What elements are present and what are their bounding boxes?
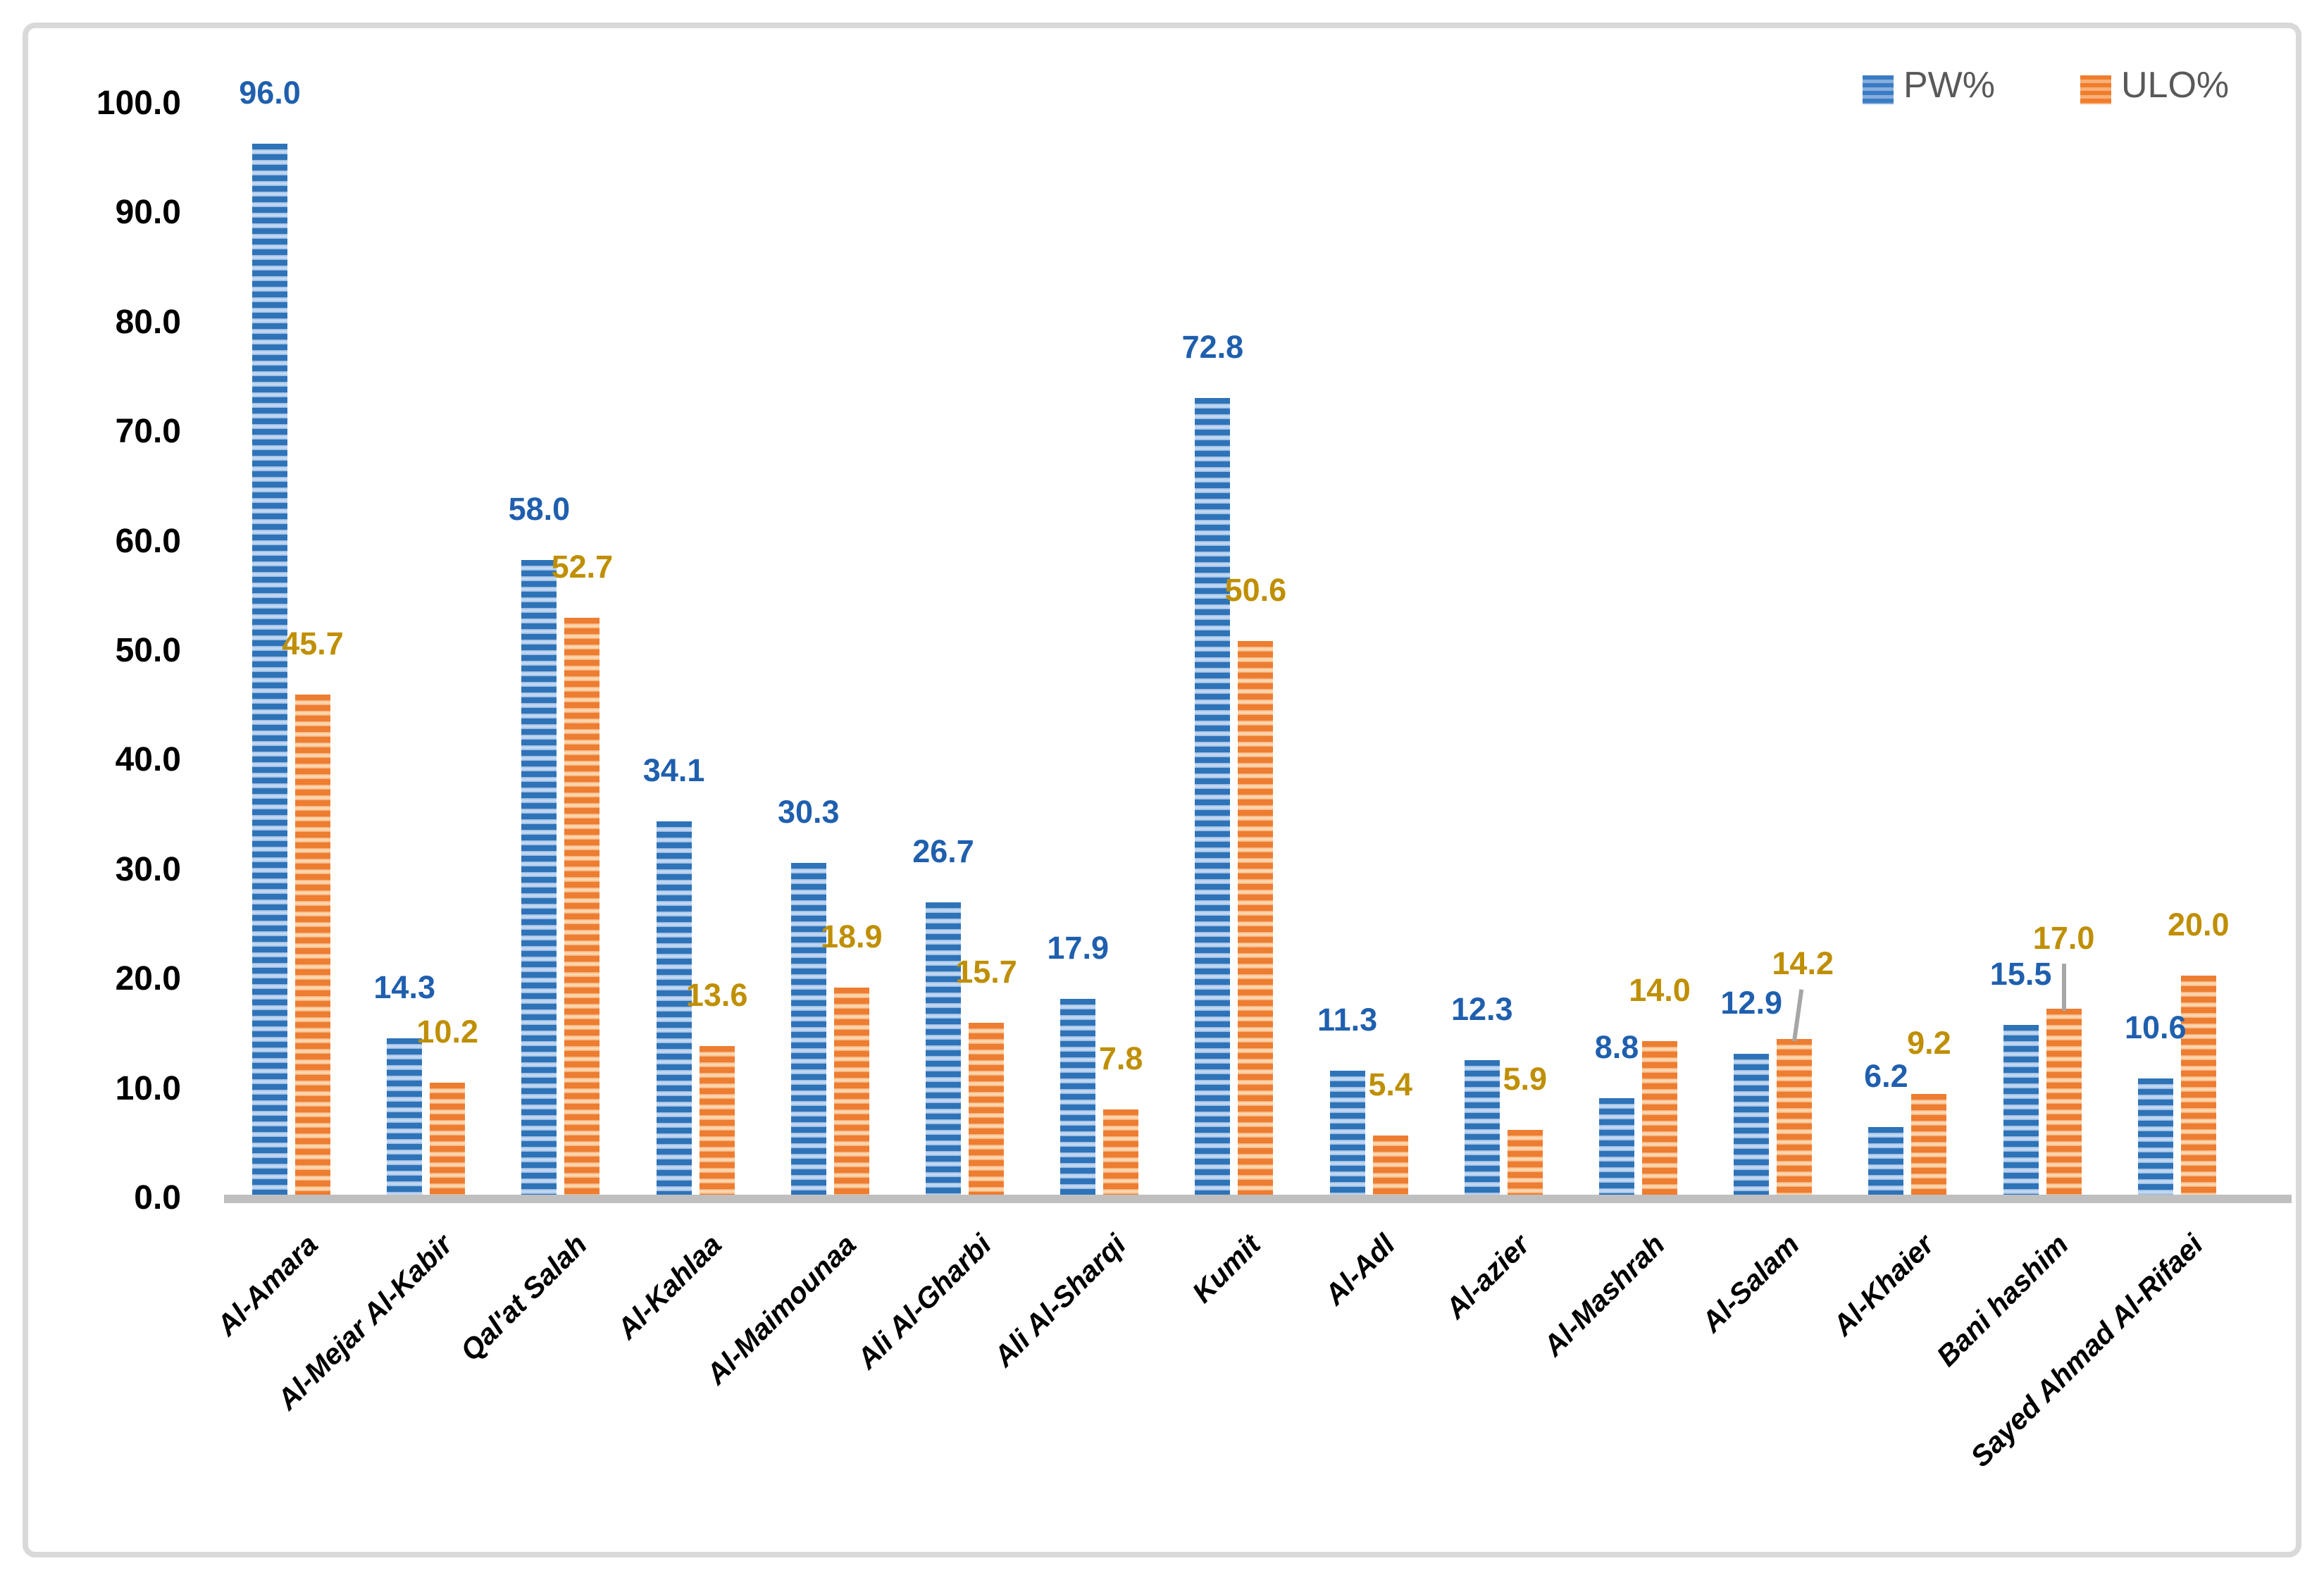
data-label-ulo: 10.2 — [416, 1014, 478, 1050]
legend-swatch-ulo-icon — [2080, 75, 2111, 104]
y-tick-label: 70.0 — [115, 413, 181, 451]
bar-ulo — [295, 694, 330, 1195]
legend-swatch-pw-icon — [1863, 75, 1894, 104]
data-label-ulo: 14.2 — [1772, 945, 1834, 982]
bar-ulo — [1238, 640, 1274, 1195]
bar-pw — [1329, 1071, 1365, 1195]
bar-ulo — [969, 1023, 1004, 1195]
bar-ulo — [2046, 1008, 2082, 1195]
bar-pw — [1599, 1098, 1634, 1195]
bar-pw — [2003, 1025, 2039, 1195]
data-label-ulo: 50.6 — [1224, 571, 1287, 608]
bar-pw — [1868, 1126, 1904, 1195]
data-label-ulo: 20.0 — [2168, 907, 2230, 943]
y-tick-label: 40.0 — [115, 741, 181, 779]
data-label-ulo: 17.0 — [2032, 919, 2095, 956]
data-label-pw: 10.6 — [2125, 1009, 2187, 1046]
data-label-pw: 17.9 — [1047, 929, 1109, 966]
data-label-ulo: 45.7 — [282, 625, 344, 661]
data-label-ulo: 52.7 — [551, 549, 614, 585]
leader-line — [2061, 963, 2066, 1011]
bar-pw — [252, 144, 287, 1195]
bar-ulo — [430, 1083, 466, 1195]
bar-pw — [926, 902, 961, 1195]
bar-ulo — [1642, 1041, 1677, 1195]
data-label-pw: 8.8 — [1594, 1029, 1639, 1066]
bar-pw — [790, 863, 826, 1195]
data-label-ulo: 15.7 — [955, 954, 1017, 990]
bar-ulo — [2180, 976, 2216, 1195]
y-tick-label: 60.0 — [115, 522, 181, 560]
bar-pw — [1195, 397, 1231, 1195]
y-tick-label: 0.0 — [134, 1179, 181, 1217]
y-tick-label: 20.0 — [115, 960, 181, 998]
bar-ulo — [1507, 1130, 1543, 1195]
bar-pw — [521, 559, 557, 1195]
bar-pw — [2137, 1078, 2173, 1195]
data-label-pw: 15.5 — [1989, 956, 2052, 993]
data-label-ulo: 5.9 — [1503, 1061, 1548, 1097]
data-label-pw: 58.0 — [508, 490, 571, 527]
data-label-pw: 12.9 — [1720, 984, 1782, 1021]
data-label-ulo: 18.9 — [821, 919, 883, 955]
bar-ulo — [833, 988, 869, 1195]
data-label-pw: 72.8 — [1181, 328, 1244, 365]
y-tick-label: 90.0 — [115, 194, 181, 232]
legend-label-ulo: ULO% — [2121, 65, 2230, 106]
data-label-pw: 6.2 — [1864, 1057, 1908, 1094]
data-label-ulo: 13.6 — [685, 976, 748, 1013]
bar-ulo — [1777, 1039, 1813, 1195]
y-tick-label: 100.0 — [96, 85, 181, 122]
data-label-ulo: 14.0 — [1629, 972, 1691, 1009]
y-tick-label: 30.0 — [115, 850, 181, 888]
bar-pw — [1734, 1053, 1770, 1195]
y-tick-label: 80.0 — [115, 303, 181, 341]
data-label-pw: 96.0 — [239, 75, 301, 111]
bar-pw — [1060, 998, 1096, 1195]
y-tick-label: 10.0 — [115, 1069, 181, 1107]
bar-ulo — [564, 618, 600, 1195]
bar-ulo — [1103, 1109, 1139, 1195]
data-label-ulo: 7.8 — [1098, 1040, 1143, 1076]
chart-border-frame — [23, 23, 2301, 1557]
y-tick-label: 50.0 — [115, 632, 181, 669]
data-label-ulo: 5.4 — [1368, 1066, 1412, 1103]
data-label-pw: 34.1 — [642, 752, 705, 789]
data-label-ulo: 9.2 — [1907, 1025, 1951, 1062]
bar-pw — [1464, 1059, 1500, 1195]
bar-pw — [387, 1038, 423, 1195]
bar-ulo — [699, 1045, 735, 1195]
data-label-pw: 11.3 — [1317, 1002, 1378, 1038]
bar-ulo — [1372, 1136, 1408, 1195]
x-axis-line — [224, 1195, 2292, 1203]
bar-ulo — [1911, 1094, 1947, 1195]
data-label-pw: 30.3 — [778, 794, 840, 831]
data-label-pw: 12.3 — [1451, 990, 1513, 1027]
legend-label-pw: PW% — [1903, 65, 1995, 106]
data-label-pw: 14.3 — [373, 969, 435, 1005]
bar-pw — [656, 821, 692, 1195]
data-label-pw: 26.7 — [912, 833, 974, 870]
